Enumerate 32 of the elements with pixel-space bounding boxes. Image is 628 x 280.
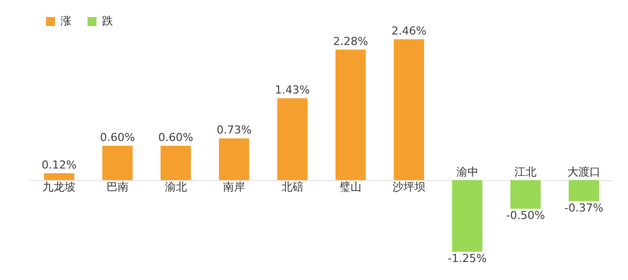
bar bbox=[394, 39, 424, 180]
data-label: 1.43% bbox=[274, 84, 310, 97]
bar bbox=[452, 180, 482, 252]
bar bbox=[335, 50, 366, 180]
bar bbox=[510, 180, 541, 209]
x-tick-label: 渝北 bbox=[164, 180, 187, 194]
data-label: -1.25% bbox=[448, 252, 487, 266]
data-label: -0.50% bbox=[506, 209, 546, 222]
data-label: 0.60% bbox=[158, 131, 194, 144]
x-tick-label: 九龙坡 bbox=[42, 180, 76, 194]
x-tick-label: 江北 bbox=[514, 165, 537, 178]
x-tick-label: 渝中 bbox=[456, 165, 478, 178]
x-tick-label: 北碚 bbox=[281, 180, 304, 194]
data-label: 0.73% bbox=[216, 124, 252, 137]
data-label: 2.46% bbox=[391, 24, 426, 38]
legend-label: 涨 bbox=[60, 14, 72, 28]
data-label: -0.37% bbox=[564, 202, 604, 215]
x-tick-label: 巴南 bbox=[106, 180, 128, 194]
data-label: 0.60% bbox=[100, 131, 135, 144]
bar bbox=[568, 180, 600, 202]
bar bbox=[218, 138, 250, 180]
x-tick-label: 南岸 bbox=[223, 180, 246, 194]
data-label: 2.28% bbox=[333, 34, 368, 48]
x-tick-label: 沙坪坝 bbox=[392, 180, 426, 194]
bar bbox=[277, 98, 308, 180]
x-tick-label: 璧山 bbox=[340, 180, 362, 194]
legend-label: 跌 bbox=[102, 14, 113, 28]
x-tick-label: 大渡口 bbox=[567, 165, 600, 178]
bar bbox=[160, 146, 191, 180]
bar bbox=[102, 146, 133, 180]
data-label: 0.12% bbox=[42, 158, 77, 172]
bar bbox=[44, 173, 74, 180]
